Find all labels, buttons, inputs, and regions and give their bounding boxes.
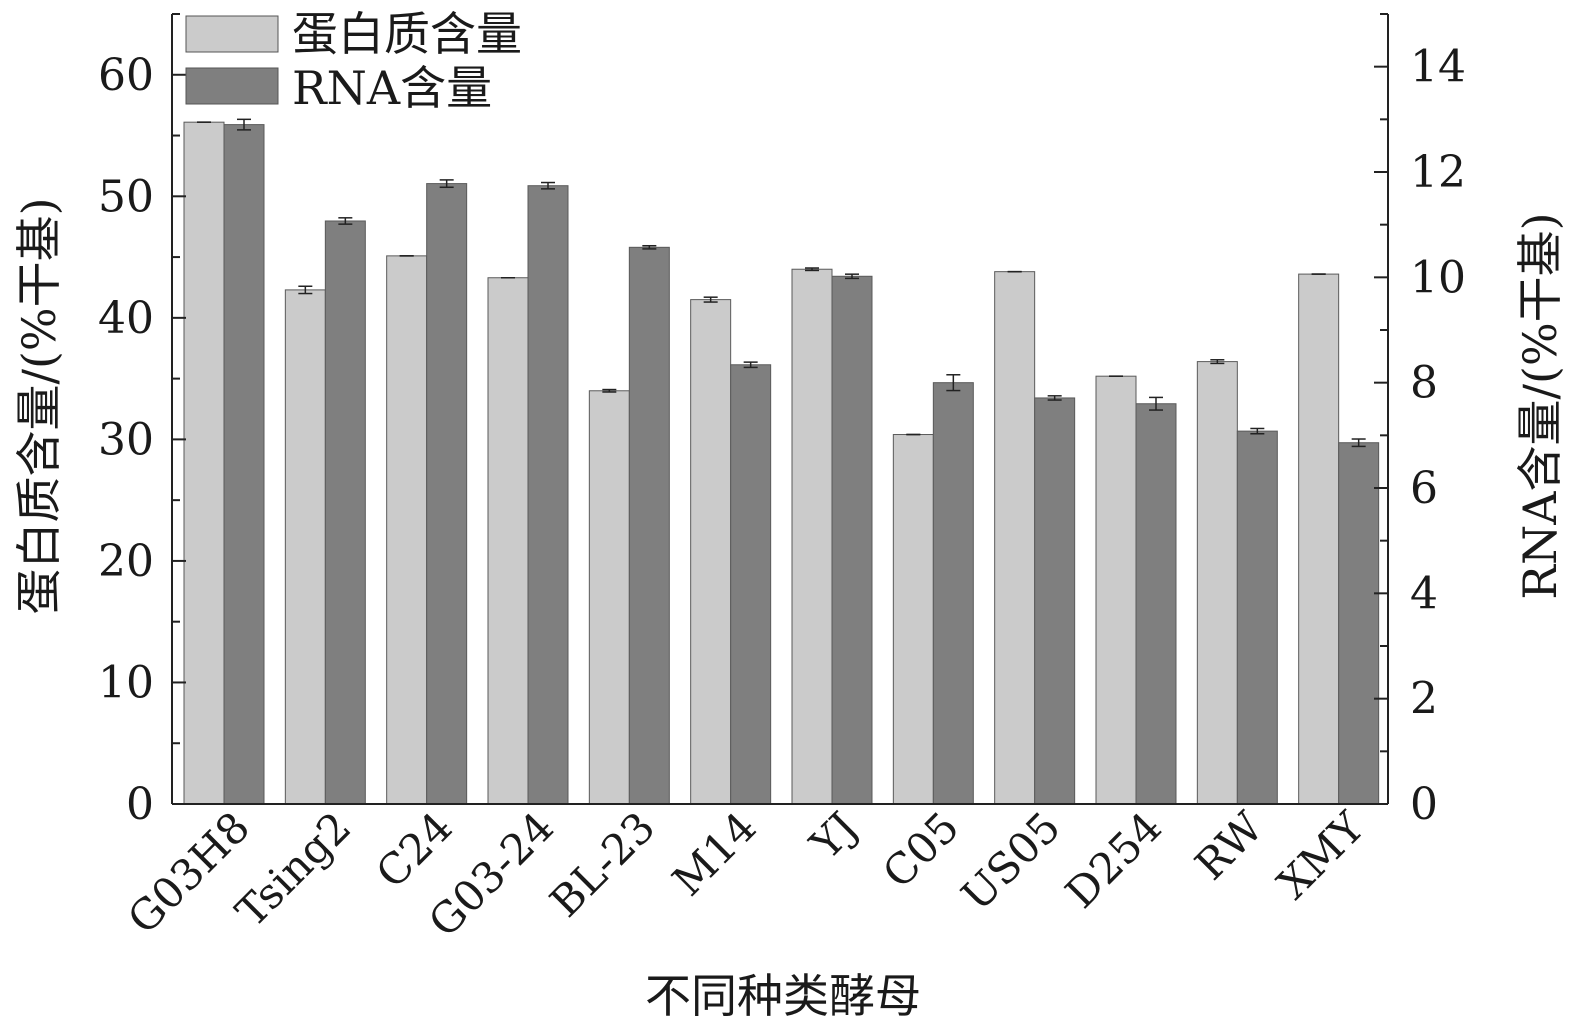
left-y-axis-title: 蛋白质含量/(%干基) — [12, 197, 66, 614]
bar-protein-D254 — [1095, 375, 1137, 805]
bar-protein-Tsing2 — [284, 289, 326, 805]
bar-rna-C05 — [932, 382, 974, 805]
right-tick-label-0: 0 — [1410, 779, 1438, 830]
legend-swatch-protein — [185, 15, 279, 53]
bar-protein-C05 — [892, 434, 934, 805]
legend: 蛋白质含量 RNA含量 — [185, 7, 522, 115]
legend-swatch-rna — [185, 67, 279, 105]
x-tick-label-XMY: XMY — [1268, 802, 1375, 909]
bar-rna-G03-24 — [527, 185, 569, 805]
x-tick-label-Tsing2: Tsing2 — [226, 802, 360, 936]
bar-protein-G03H8 — [183, 121, 225, 805]
bar-protein-RW — [1196, 361, 1238, 805]
x-tick-label-RW: RW — [1186, 802, 1273, 889]
bar-rna-YJ — [831, 275, 873, 805]
right-tick-label-8: 8 — [1410, 358, 1438, 409]
bar-rna-G03H8 — [223, 124, 265, 805]
bar-rna-US05 — [1034, 397, 1076, 805]
bar-rna-BL-23 — [628, 246, 670, 805]
bar-rna-Tsing2 — [324, 220, 366, 805]
bar-protein-YJ — [791, 268, 833, 805]
bar-protein-M14 — [690, 299, 732, 805]
bar-protein-BL-23 — [588, 390, 630, 805]
bar-protein-XMY — [1298, 273, 1340, 805]
right-y-axis-title: RNA含量/(%干基) — [1513, 212, 1567, 599]
bar-rna-C24 — [426, 183, 468, 805]
right-tick-label-2: 2 — [1410, 674, 1438, 725]
x-axis-title: 不同种类酵母 — [645, 969, 921, 1023]
legend-label-protein: 蛋白质含量 — [292, 7, 522, 61]
bar-rna-M14 — [730, 364, 772, 805]
bar-protein-US05 — [994, 271, 1036, 805]
left-tick-label-40: 40 — [98, 293, 154, 344]
right-tick-label-6: 6 — [1410, 463, 1438, 514]
x-tick-label-YJ: YJ — [800, 802, 867, 869]
x-tick-label-BL-23: BL-23 — [540, 802, 664, 926]
left-tick-label-10: 10 — [98, 657, 154, 708]
left-tick-label-20: 20 — [98, 536, 154, 587]
bar-protein-C24 — [386, 255, 428, 805]
left-tick-label-30: 30 — [98, 414, 154, 465]
right-tick-label-14: 14 — [1410, 42, 1466, 93]
left-tick-label-0: 0 — [126, 779, 154, 830]
error-bars-layer — [197, 118, 1366, 448]
right-tick-label-4: 4 — [1410, 568, 1438, 619]
bar-rna-RW — [1236, 430, 1278, 805]
x-tick-label-US05: US05 — [952, 802, 1070, 920]
bar-protein-G03-24 — [487, 277, 529, 805]
bar-rna-XMY — [1338, 442, 1380, 805]
axes-layer: 0 10 20 30 40 50 60 0 2 4 6 8 10 12 14 — [98, 13, 1466, 830]
bar-rna-D254 — [1135, 403, 1177, 805]
left-tick-label-60: 60 — [98, 50, 154, 101]
legend-label-rna: RNA含量 — [292, 61, 492, 115]
x-tick-label-D254: D254 — [1056, 802, 1171, 917]
bars-layer — [183, 121, 1380, 805]
right-tick-label-10: 10 — [1410, 252, 1466, 303]
right-tick-label-12: 12 — [1410, 147, 1466, 198]
x-tick-label-M14: M14 — [663, 802, 766, 905]
left-tick-label-50: 50 — [98, 171, 154, 222]
